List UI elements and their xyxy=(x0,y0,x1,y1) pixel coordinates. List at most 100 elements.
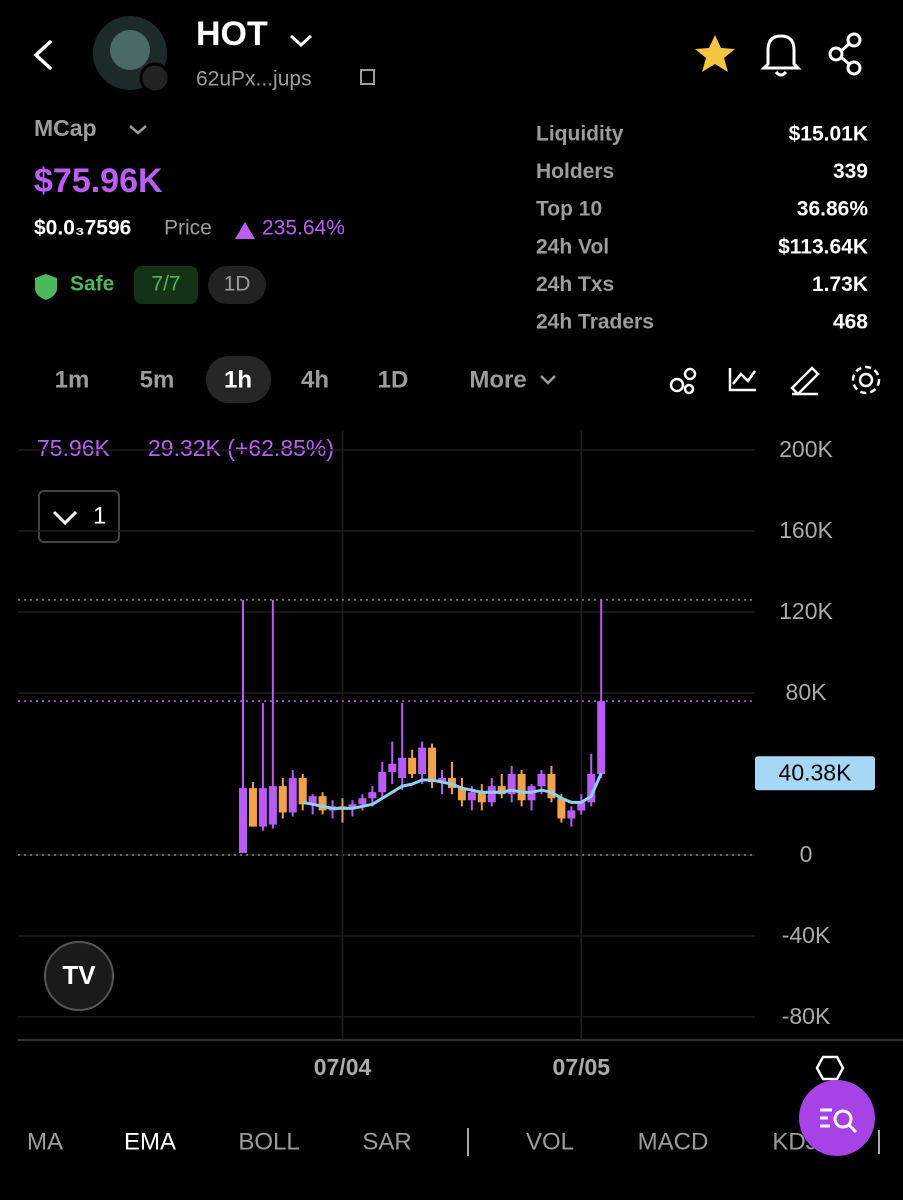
back-button[interactable] xyxy=(33,40,52,70)
candle-body xyxy=(298,778,307,805)
candle-body xyxy=(457,788,466,801)
period-pill xyxy=(208,266,266,304)
ema-line xyxy=(302,772,603,810)
stat-value: $15.01K xyxy=(789,123,868,146)
indicator-selector[interactable] xyxy=(38,490,120,543)
y-tick-label: 120K xyxy=(779,598,833,624)
candle-body xyxy=(278,786,287,813)
token-title: HOT xyxy=(196,15,268,53)
indicator-tab[interactable]: MACD xyxy=(638,1128,709,1155)
timeframe-tab[interactable]: 1D xyxy=(378,366,409,393)
candle-body xyxy=(477,792,486,803)
chart-tools[interactable] xyxy=(669,365,881,396)
copy-icon[interactable] xyxy=(360,69,375,85)
candle-body xyxy=(487,786,496,803)
stat-value: $113.64K xyxy=(778,235,868,258)
stat-value: 1.73K xyxy=(812,273,868,296)
stat-value: 36.86% xyxy=(797,198,869,221)
mcap-dropdown[interactable] xyxy=(129,125,147,135)
price-change: 235.64% xyxy=(262,217,345,240)
chain-badge xyxy=(139,62,171,94)
candle-body xyxy=(288,778,297,813)
x-tick-label: 07/05 xyxy=(553,1054,611,1080)
mcap-value: $75.96K xyxy=(34,162,163,200)
candle-body xyxy=(398,757,407,779)
timeframe-tab[interactable]: 1m xyxy=(55,366,90,393)
indicator-tab[interactable]: VOL xyxy=(526,1128,574,1155)
logo-mark: TV xyxy=(62,960,96,990)
candle-body xyxy=(517,773,526,801)
candle-body xyxy=(348,804,357,809)
score-pill xyxy=(134,266,198,304)
timeframe-tab[interactable]: More xyxy=(469,366,526,393)
selector-chevron[interactable] xyxy=(52,510,78,526)
stat-label: 24h Vol xyxy=(536,235,609,258)
candle-body xyxy=(418,747,427,774)
candle-body xyxy=(308,796,317,805)
search-fab[interactable] xyxy=(799,1080,875,1156)
safe-label[interactable]: Safe xyxy=(70,273,114,296)
candle-body xyxy=(537,773,546,787)
candle-body xyxy=(507,773,516,795)
price-value: $0.0₃7596 xyxy=(34,217,131,240)
candle-body xyxy=(577,802,586,811)
safety-score: 7/7 xyxy=(151,273,180,296)
price-label: Price xyxy=(164,217,212,240)
share-icon[interactable] xyxy=(828,32,862,76)
y-tick-label: 200K xyxy=(779,436,833,462)
more-dropdown[interactable] xyxy=(540,375,556,385)
change-arrow xyxy=(235,222,255,239)
bell-icon[interactable] xyxy=(760,34,802,77)
y-tick-label: -40K xyxy=(782,922,831,948)
y-tick-label: 160K xyxy=(779,517,833,543)
stat-label: Liquidity xyxy=(536,123,624,146)
title-dropdown[interactable] xyxy=(289,34,313,48)
settings-hex[interactable] xyxy=(815,1055,845,1081)
candle-body xyxy=(467,792,476,801)
star-icon[interactable] xyxy=(695,35,735,72)
y-tick-label: 0 xyxy=(800,841,813,867)
stat-label: 24h Traders xyxy=(536,311,654,334)
candle-body xyxy=(438,778,446,783)
x-tick-label: 07/04 xyxy=(314,1054,372,1080)
candle-body xyxy=(497,786,506,795)
candle-body xyxy=(239,788,247,853)
candle-body xyxy=(258,788,267,827)
ema-price-tag xyxy=(755,756,875,791)
y-tick-label: 80K xyxy=(786,679,828,705)
token-address: 62uPx...jups xyxy=(196,68,312,91)
period-label[interactable]: 1D xyxy=(224,273,251,296)
legend-last: 75.96K xyxy=(37,435,111,461)
timeframe-tab[interactable]: 4h xyxy=(301,366,329,393)
indicator-tab[interactable]: SAR xyxy=(362,1128,411,1155)
candle-body xyxy=(597,701,606,774)
safe-shield xyxy=(35,274,57,300)
mcap-label[interactable]: MCap xyxy=(34,115,97,141)
candle-body xyxy=(557,798,566,819)
fab-icon xyxy=(820,1108,858,1134)
stat-value: 339 xyxy=(833,160,868,183)
timeframe-tab[interactable]: 5m xyxy=(140,366,175,393)
candle-body xyxy=(358,798,367,805)
indicator-tab[interactable]: BOLL xyxy=(238,1128,299,1155)
candle-body xyxy=(318,796,327,811)
indicator-tab[interactable]: EMA xyxy=(124,1128,176,1155)
y-tick-label: -80K xyxy=(782,1003,831,1029)
selected-timeframe-bg xyxy=(206,356,271,403)
chart: 200K 160K 120K 80K 0 -40K -80K 07/04 07/05 40.38K xyxy=(18,430,903,1080)
candle-body xyxy=(268,786,277,825)
timeframe-tab[interactable]: 1h xyxy=(224,366,252,393)
stat-label: Top 10 xyxy=(536,198,602,221)
ui-layer: Liquidity $15.01K Holders 339 Top 10 36.86% 24… xyxy=(27,123,868,1156)
stat-label: Holders xyxy=(536,160,614,183)
legend-change: 29.32K (+62.85%) xyxy=(148,435,334,461)
candle-body xyxy=(388,763,397,772)
candle-body xyxy=(547,773,556,799)
candle-body xyxy=(567,810,576,819)
candle-body xyxy=(248,788,257,827)
indicator-tab[interactable]: MA xyxy=(27,1128,63,1155)
candle-body xyxy=(378,771,387,793)
candle-body xyxy=(408,757,417,774)
avatar-face xyxy=(110,30,150,70)
